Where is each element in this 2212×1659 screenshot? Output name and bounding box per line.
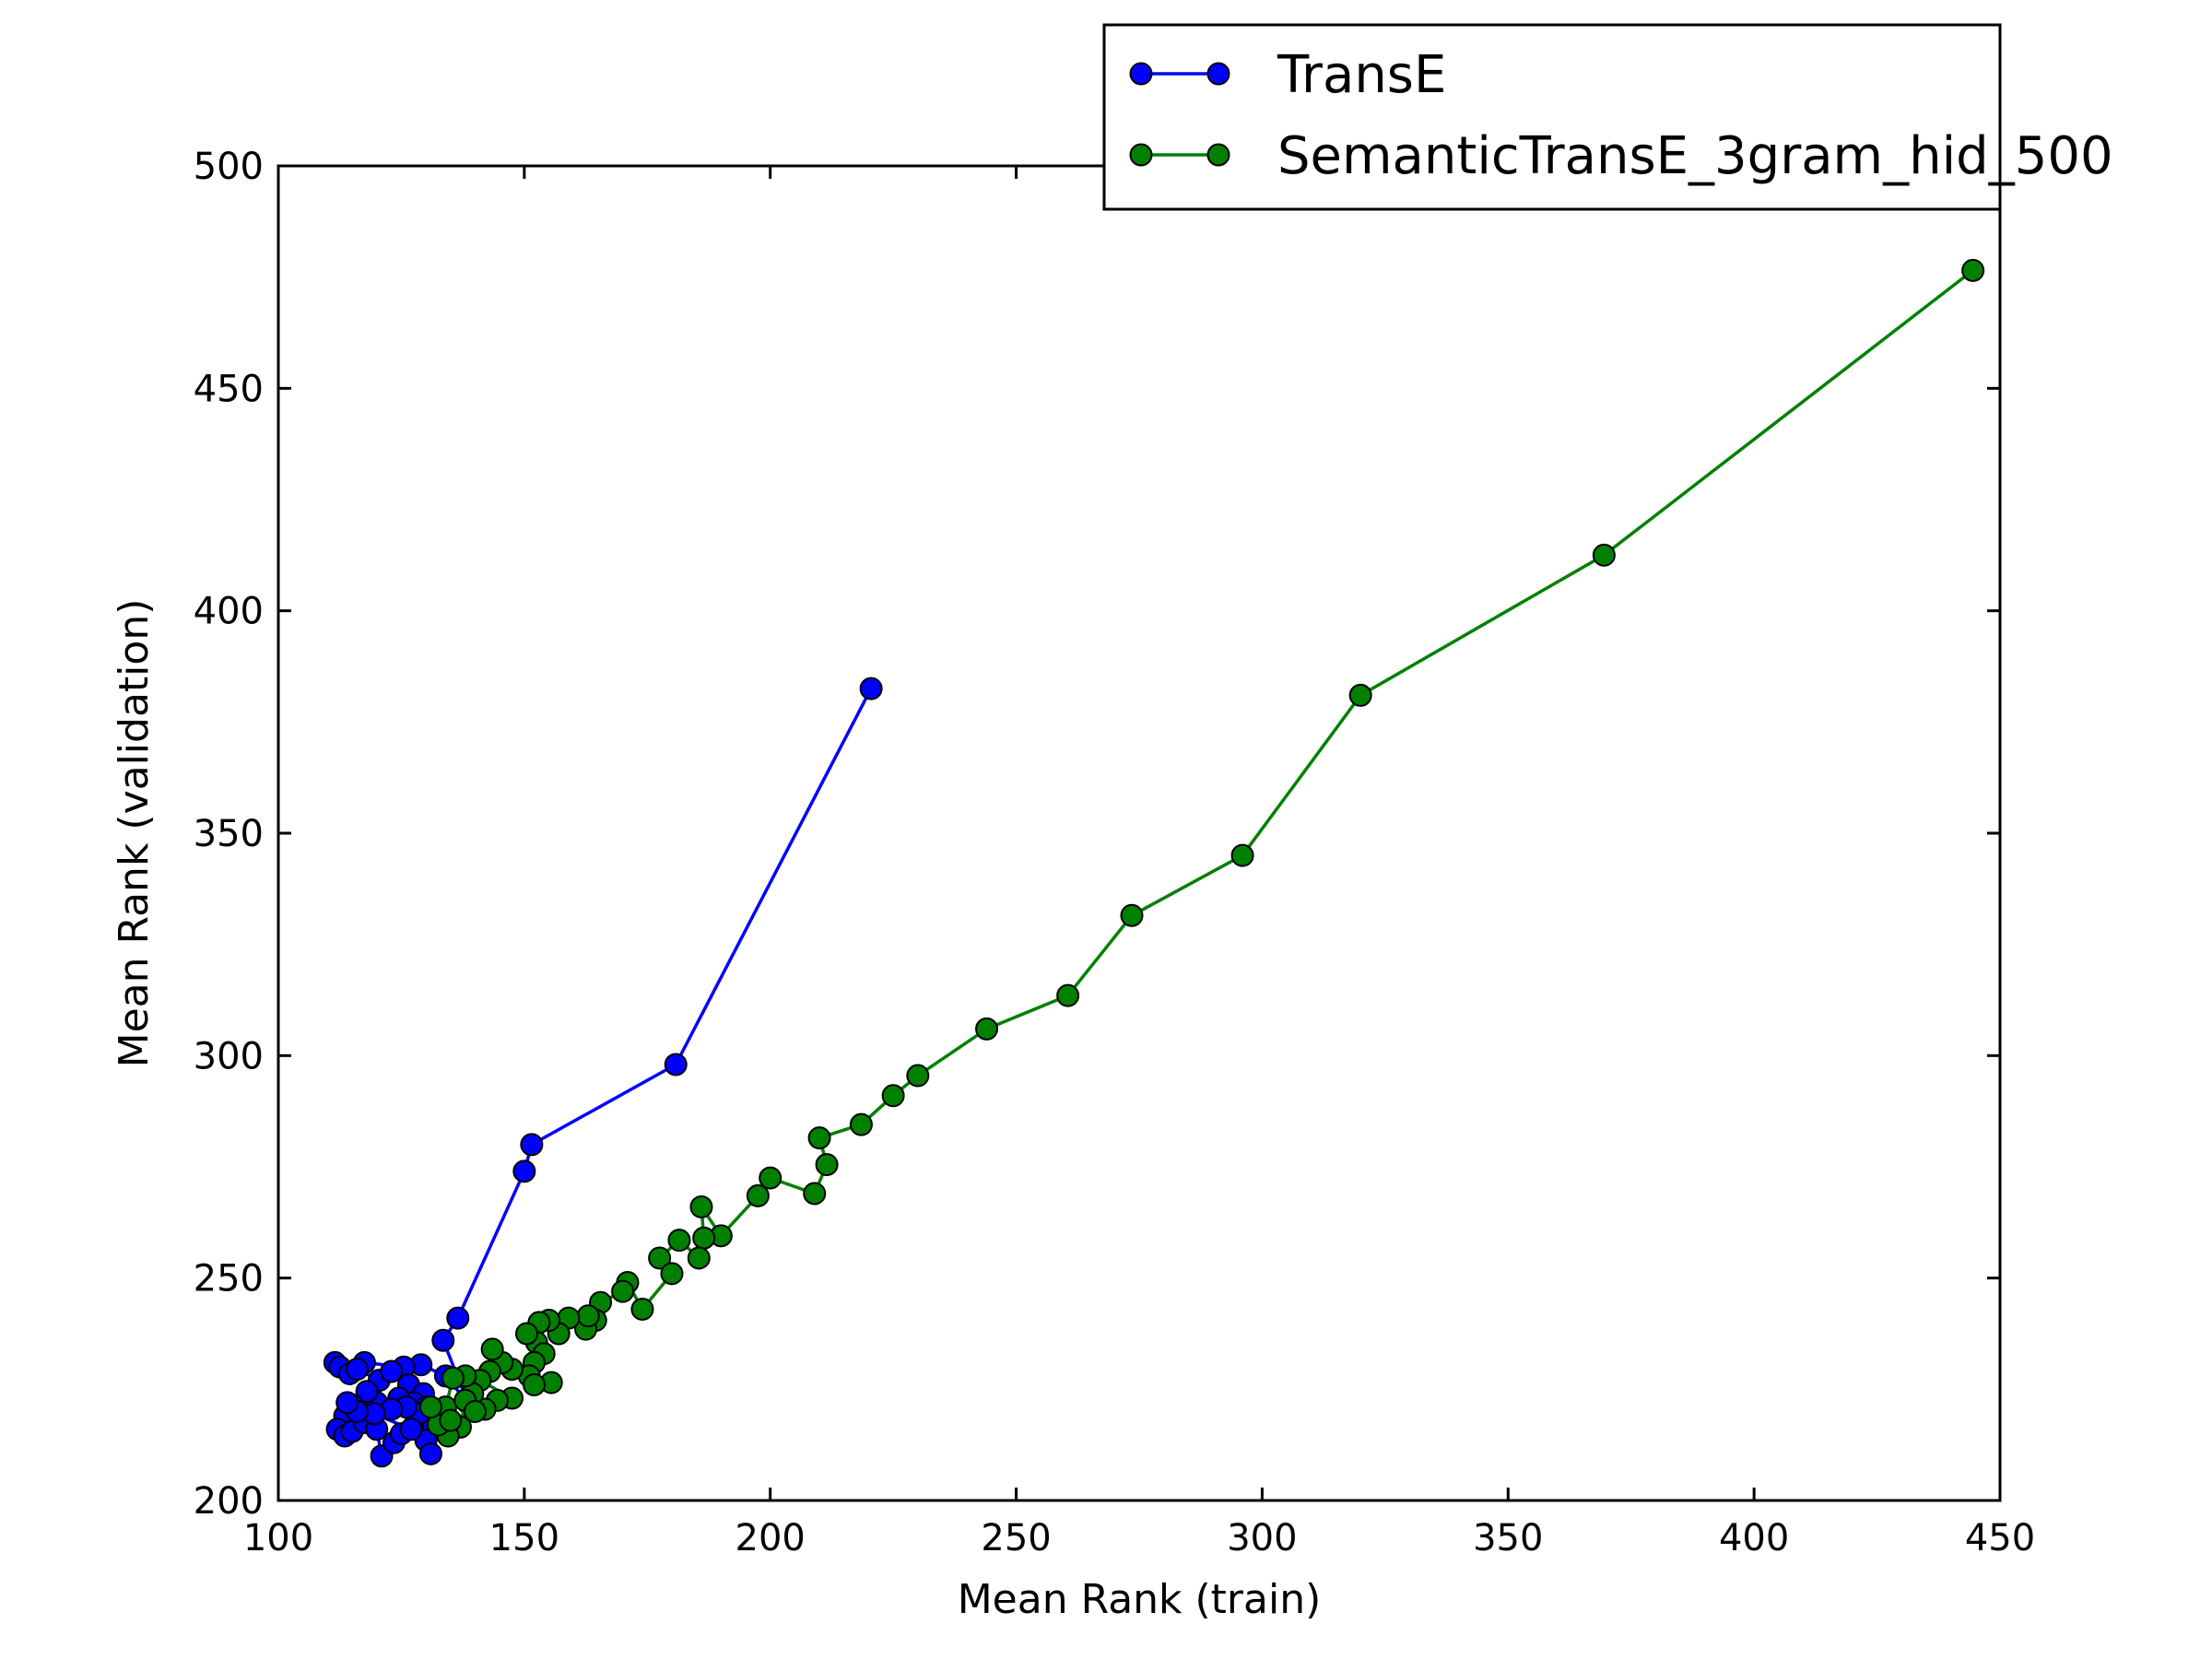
x-tick-label: 100	[243, 1517, 313, 1559]
legend-label: TransE	[1277, 45, 1446, 105]
data-point	[399, 1418, 423, 1441]
y-tick-label: 400	[194, 591, 264, 633]
data-point	[520, 1133, 544, 1157]
data-point	[439, 1408, 463, 1432]
y-tick-label: 500	[194, 146, 264, 188]
legend: TransE SemanticTransE_3gram_hid_500	[1102, 23, 2113, 211]
data-point	[906, 1064, 930, 1088]
data-point	[660, 1262, 684, 1286]
data-point	[418, 1441, 442, 1465]
x-tick-label: 300	[1227, 1517, 1297, 1559]
series-2	[418, 258, 1985, 1448]
x-axis-label: Mean Rank (train)	[958, 1576, 1322, 1623]
y-tick-label: 250	[194, 1258, 264, 1300]
x-tick-label: 150	[489, 1517, 559, 1559]
legend-marker	[1129, 62, 1153, 86]
data-point	[611, 1279, 635, 1303]
data-point	[431, 1328, 455, 1352]
legend-box	[1102, 23, 2002, 211]
data-point	[803, 1182, 827, 1206]
data-point	[667, 1229, 691, 1253]
legend-marker	[1206, 143, 1230, 167]
data-point	[807, 1126, 831, 1150]
data-point	[441, 1366, 465, 1390]
data-point	[515, 1322, 539, 1346]
data-point	[1592, 543, 1616, 567]
data-point	[689, 1194, 713, 1218]
data-point	[664, 1053, 688, 1077]
y-tick-label: 300	[194, 1035, 264, 1077]
data-point	[630, 1297, 654, 1321]
data-point	[1961, 258, 1985, 282]
x-tick-label: 450	[1965, 1517, 2035, 1559]
x-tick-label: 250	[981, 1517, 1051, 1559]
legend-label: SemanticTransE_3gram_hid_500	[1277, 126, 2113, 186]
data-point	[859, 677, 883, 700]
data-point	[746, 1183, 770, 1207]
data-point	[1348, 683, 1372, 707]
plot-area	[323, 258, 1985, 1468]
data-point	[418, 1395, 442, 1419]
data-point	[1056, 983, 1080, 1007]
legend-entries: TransE SemanticTransE_3gram_hid_500	[1129, 45, 2113, 186]
y-tick-label: 200	[194, 1480, 264, 1523]
data-point	[463, 1399, 487, 1423]
data-point	[480, 1337, 504, 1361]
legend-marker	[1206, 62, 1230, 86]
data-point	[576, 1304, 600, 1328]
x-tick-label: 200	[735, 1517, 806, 1559]
data-point	[1120, 903, 1144, 927]
legend-marker	[1129, 143, 1153, 167]
data-point	[512, 1159, 536, 1183]
data-point	[446, 1306, 470, 1330]
data-point	[355, 1380, 379, 1404]
data-point	[815, 1153, 839, 1177]
data-point	[975, 1017, 999, 1041]
data-point	[523, 1373, 547, 1397]
data-point	[849, 1112, 873, 1136]
data-point	[692, 1226, 716, 1250]
y-tick-label: 350	[194, 813, 264, 855]
data-point	[345, 1358, 369, 1382]
axis-ticks: 100 150 200 250 300 350 400 450 200 250 300 350 400 4…	[194, 146, 2036, 1559]
legend-entry: SemanticTransE_3gram_hid_500	[1129, 126, 2113, 186]
y-tick-label: 450	[194, 368, 264, 410]
data-point	[380, 1359, 404, 1383]
x-tick-label: 350	[1473, 1517, 1543, 1559]
data-point	[335, 1391, 359, 1415]
data-point	[881, 1084, 905, 1108]
data-point	[759, 1166, 782, 1190]
legend-entry: TransE	[1129, 45, 1446, 105]
x-tick-label: 400	[1719, 1517, 1789, 1559]
data-point	[648, 1246, 672, 1270]
data-point	[687, 1246, 711, 1270]
data-point	[1230, 843, 1254, 867]
y-axis-label: Mean Rank (validation)	[111, 599, 158, 1068]
